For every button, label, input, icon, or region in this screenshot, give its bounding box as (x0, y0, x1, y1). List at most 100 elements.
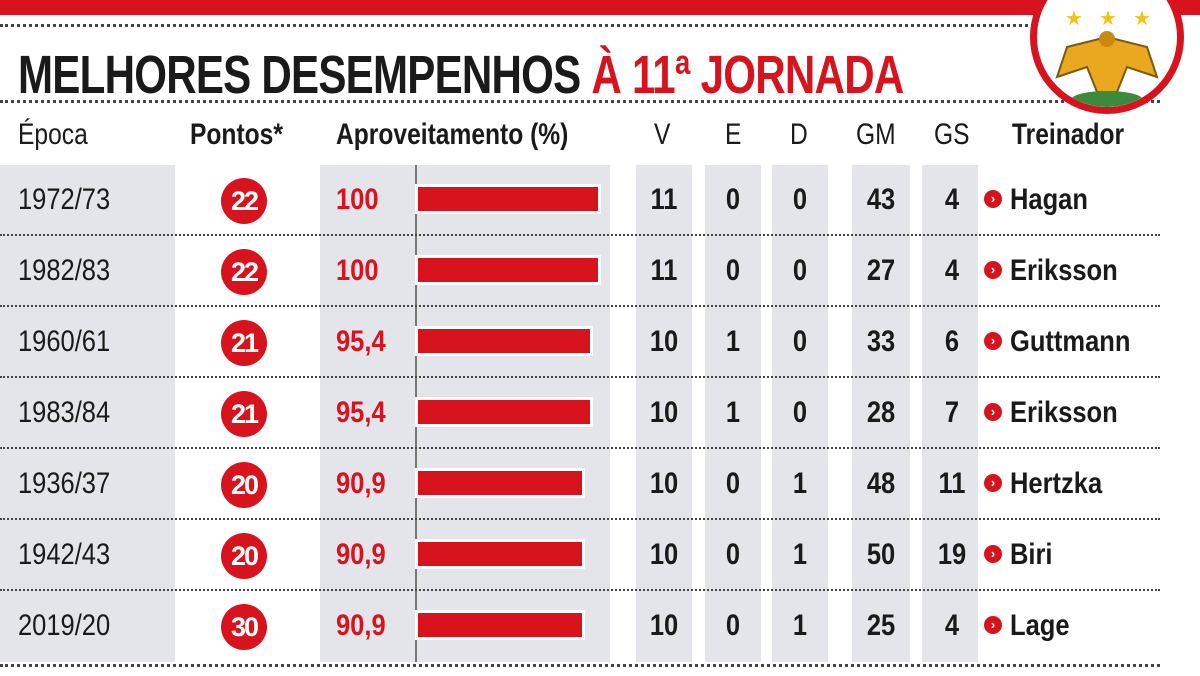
club-crest-logo: ★ ★ ★ (1030, 0, 1184, 114)
season-cell: 1960/61 (18, 325, 111, 358)
pct-bar (418, 542, 582, 566)
coach-cell: Lage (1010, 609, 1070, 642)
goals-for-cell: 28 (866, 396, 896, 429)
column-bg-v (636, 165, 692, 662)
points-badge: 20 (221, 533, 267, 579)
points-badge: 20 (221, 462, 267, 508)
losses-cell: 0 (792, 325, 808, 358)
pct-bar (418, 329, 590, 353)
losses-cell: 0 (792, 183, 808, 216)
row-divider (0, 234, 1160, 236)
points-badge: 21 (221, 320, 267, 366)
coach-cell: Eriksson (1010, 396, 1118, 429)
chevron-right-icon: › (984, 190, 1002, 208)
points-badge: 22 (221, 178, 267, 224)
draws-cell: 0 (725, 254, 741, 287)
goals-against-cell: 11 (938, 467, 966, 500)
table-row: 1942/43 20 90,9 10 0 1 50 19 › Biri (0, 520, 1200, 589)
points-badge: 30 (221, 604, 267, 650)
season-cell: 1983/84 (18, 396, 111, 429)
wins-cell: 11 (650, 183, 678, 216)
draws-cell: 0 (725, 467, 741, 500)
wins-cell: 10 (649, 538, 679, 571)
goals-for-cell: 25 (866, 609, 896, 642)
table-row: 1936/37 20 90,9 10 0 1 48 11 › Hertzka (0, 449, 1200, 518)
column-bg-gm (852, 165, 910, 662)
wins-cell: 10 (649, 609, 679, 642)
goals-against-cell: 7 (944, 396, 960, 429)
svg-text:★: ★ (1099, 8, 1117, 30)
chevron-right-icon: › (984, 616, 1002, 634)
bar-axis (415, 165, 417, 662)
wins-cell: 10 (649, 396, 679, 429)
divider (0, 100, 1160, 103)
pct-bar (418, 613, 582, 637)
draws-cell: 1 (725, 396, 741, 429)
draws-cell: 0 (725, 538, 741, 571)
pct-value: 95,4 (336, 396, 386, 429)
header-coach: Treinador (1012, 118, 1125, 151)
season-cell: 1982/83 (18, 254, 111, 287)
header-v: V (654, 118, 671, 151)
svg-text:★: ★ (1065, 8, 1083, 30)
points-badge: 22 (221, 249, 267, 295)
points-badge: 21 (221, 391, 267, 437)
coach-cell: Biri (1010, 538, 1053, 571)
coach-cell: Guttmann (1010, 325, 1131, 358)
column-bg-gs (922, 165, 978, 662)
goals-against-cell: 19 (937, 538, 967, 571)
coach-cell: Hertzka (1010, 467, 1103, 500)
season-cell: 1942/43 (18, 538, 111, 571)
goals-against-cell: 4 (944, 254, 960, 287)
losses-cell: 0 (792, 396, 808, 429)
row-divider (0, 518, 1160, 520)
pct-value: 95,4 (336, 325, 386, 358)
losses-cell: 1 (792, 467, 808, 500)
row-divider (0, 305, 1160, 307)
coach-cell: Eriksson (1010, 254, 1118, 287)
header-pct: Aproveitamento (%) (336, 118, 569, 151)
column-bg-season (0, 165, 175, 662)
title-highlight: À 11ª JORNADA (591, 45, 904, 105)
season-cell: 1972/73 (18, 183, 111, 216)
top-red-bar (0, 0, 1200, 15)
losses-cell: 1 (792, 609, 808, 642)
chevron-right-icon: › (984, 403, 1002, 421)
row-divider (0, 447, 1160, 449)
table-row: 1972/73 22 100 11 0 0 43 4 › Hagan (0, 165, 1200, 234)
goals-for-cell: 48 (866, 467, 896, 500)
table-row: 1982/83 22 100 11 0 0 27 4 › Eriksson (0, 236, 1200, 305)
pct-value: 90,9 (336, 538, 386, 571)
header-gm: GM (856, 118, 896, 151)
wins-cell: 11 (650, 254, 678, 287)
page-title: MELHORES DESEMPENHOS À 11ª JORNADA (18, 44, 904, 106)
goals-for-cell: 50 (866, 538, 896, 571)
wins-cell: 10 (649, 325, 679, 358)
pct-bar (418, 187, 598, 211)
header-d: D (790, 118, 808, 151)
table-row: 1960/61 21 95,4 10 1 0 33 6 › Guttmann (0, 307, 1200, 376)
chevron-right-icon: › (984, 261, 1002, 279)
title-main: MELHORES DESEMPENHOS (18, 45, 581, 105)
losses-cell: 1 (792, 538, 808, 571)
goals-against-cell: 4 (944, 183, 960, 216)
goals-for-cell: 43 (866, 183, 896, 216)
table-row: 1983/84 21 95,4 10 1 0 28 7 › Eriksson (0, 378, 1200, 447)
pct-bar (418, 258, 598, 282)
chevron-right-icon: › (984, 474, 1002, 492)
column-bg-e (705, 165, 761, 662)
goals-for-cell: 27 (866, 254, 896, 287)
goals-against-cell: 6 (944, 325, 960, 358)
draws-cell: 0 (725, 609, 741, 642)
divider (0, 664, 1160, 667)
draws-cell: 1 (725, 325, 741, 358)
row-divider (0, 589, 1160, 591)
pct-value: 100 (336, 254, 379, 287)
chevron-right-icon: › (984, 332, 1002, 350)
losses-cell: 0 (792, 254, 808, 287)
pct-bar (418, 471, 582, 495)
coach-cell: Hagan (1010, 183, 1088, 216)
header-gs: GS (934, 118, 970, 151)
season-cell: 1936/37 (18, 467, 111, 500)
header-e: E (725, 118, 742, 151)
